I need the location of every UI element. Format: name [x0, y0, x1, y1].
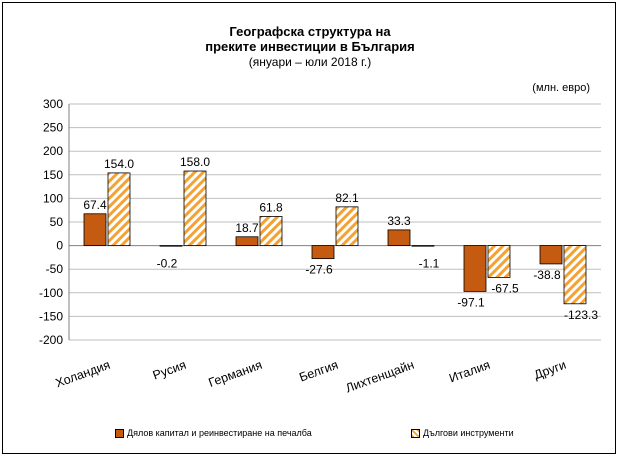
unit-label: (млн. евро): [532, 82, 590, 94]
bar-debt: [411, 245, 435, 247]
legend-label-equity: Дялов капитал и реинвестиране на печалба: [127, 428, 312, 438]
data-label: 158.0: [180, 155, 210, 169]
bar-equity: [463, 245, 487, 292]
chart-subtitle: (януари – юли 2018 г.): [248, 55, 372, 69]
y-tick-label: 100: [43, 191, 63, 205]
data-label: 61.8: [259, 200, 283, 214]
bar-debt: [259, 216, 283, 247]
data-label: -67.5: [491, 281, 519, 295]
data-label: 33.3: [387, 214, 411, 228]
bar-equity: [387, 229, 411, 247]
y-tick-label: 250: [43, 121, 63, 135]
y-tick-label: 150: [43, 168, 63, 182]
bar-debt: [183, 170, 207, 246]
chart-title: Географска структура на: [229, 24, 391, 39]
y-tick-label: 200: [43, 144, 63, 158]
legend-item-equity: Дялов капитал и реинвестиране на печалба: [115, 428, 312, 438]
data-label: -97.1: [457, 295, 485, 309]
category-label: Лихтенщайн: [344, 358, 416, 396]
bar-debt: [563, 245, 587, 305]
category-label: Русия: [151, 358, 188, 383]
legend-swatch-debt: [411, 428, 420, 438]
y-tick-label: -150: [39, 309, 63, 323]
data-label: 82.1: [335, 191, 359, 205]
data-label: -0.2: [157, 257, 178, 271]
legend-swatch-equity: [115, 428, 124, 438]
category-label: Други: [532, 358, 568, 382]
bar-equity: [235, 236, 259, 247]
data-label: -27.6: [305, 263, 333, 277]
data-label: 67.4: [83, 198, 107, 212]
y-tick-label: 300: [43, 97, 63, 111]
data-label: 18.7: [235, 221, 259, 235]
bar-debt: [487, 245, 511, 278]
y-tick-label: -100: [39, 286, 63, 300]
y-tick-label: -200: [39, 333, 63, 347]
category-label: Германия: [207, 358, 264, 390]
data-label: -123.3: [564, 308, 598, 322]
legend-label-debt: Дългови инструменти: [423, 428, 514, 438]
y-tick-label: -50: [46, 262, 64, 276]
bar-equity: [311, 245, 335, 260]
data-label: 154.0: [104, 157, 134, 171]
bar-equity: [159, 245, 183, 247]
category-label: Белгия: [297, 358, 340, 385]
category-label: Италия: [447, 358, 492, 386]
chart-title-line2: преките инвестиции в България: [205, 39, 415, 54]
y-tick-label: 50: [50, 215, 64, 229]
legend-item-debt: Дългови инструменти: [411, 428, 514, 438]
data-label: -1.1: [419, 257, 440, 271]
bar-equity: [83, 213, 107, 247]
data-label: -38.8: [533, 268, 561, 282]
bar-debt: [107, 172, 131, 247]
category-label: Холандия: [54, 358, 112, 391]
bar-debt: [335, 206, 359, 247]
bar-equity: [539, 245, 563, 265]
y-tick-label: 0: [56, 239, 63, 253]
